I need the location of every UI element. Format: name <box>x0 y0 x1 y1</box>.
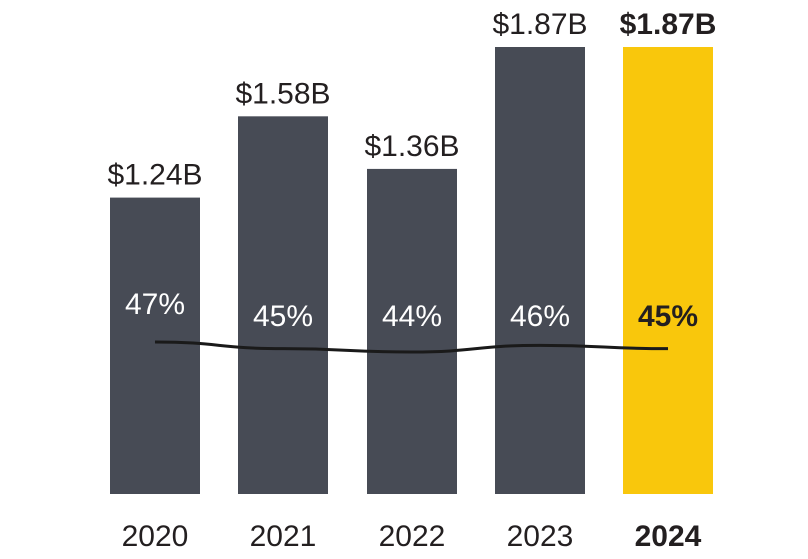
value-label-2023: $1.87B <box>492 8 587 41</box>
margin-label-2024: 45% <box>638 300 698 333</box>
value-label-2022: $1.36B <box>364 130 459 163</box>
bar-2023 <box>495 47 585 494</box>
bar-2021 <box>238 116 328 494</box>
margin-label-2020: 47% <box>125 288 185 321</box>
margin-label-2021: 45% <box>253 300 313 333</box>
value-label-2020: $1.24B <box>107 159 202 192</box>
bar-2024 <box>623 47 713 494</box>
x-tick-2024: 2024 <box>635 520 702 553</box>
margin-label-2023: 46% <box>510 300 570 333</box>
bar-2020 <box>110 197 200 495</box>
x-tick-2021: 2021 <box>250 520 317 553</box>
margin-label-2022: 44% <box>382 300 442 333</box>
bar-2022 <box>367 168 457 494</box>
value-label-2021: $1.58B <box>235 77 330 110</box>
x-tick-2020: 2020 <box>122 520 189 553</box>
x-tick-2023: 2023 <box>507 520 574 553</box>
value-label-2024: $1.87B <box>620 8 717 41</box>
x-tick-2022: 2022 <box>379 520 446 553</box>
